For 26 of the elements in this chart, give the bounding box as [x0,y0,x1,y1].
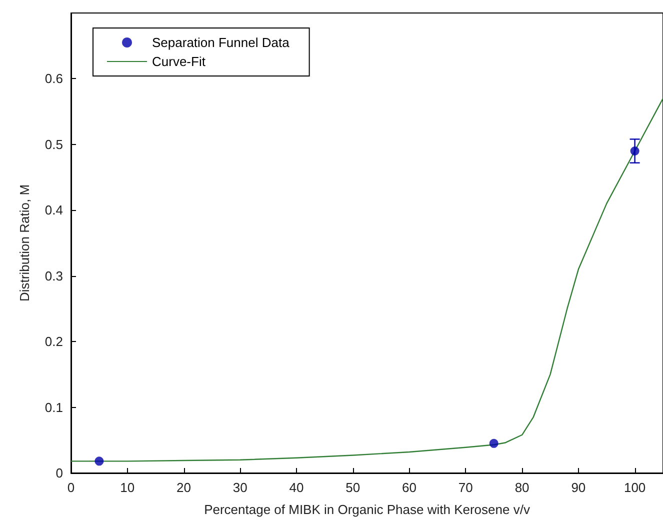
point [630,146,640,156]
x-axis-title: Percentage of MIBK in Organic Phase with Kerosene v/v [204,502,530,517]
y-tick-label: 0.2 [44,334,63,350]
x-tick-label: 60 [402,480,417,495]
legend-label: Separation Funnel Data [152,35,290,50]
y-tick-label: 0 [56,466,63,480]
y-tick-label: 0.6 [44,71,63,86]
x-tick-label: 20 [176,480,191,495]
x-tick-label: 0 [67,480,75,495]
y-axis-title: Distribution Ratio, M [17,184,32,302]
y-tick-label: 0.5 [44,136,63,152]
x-tick-label: 10 [120,480,135,495]
y-tick-label: 0.4 [44,202,63,218]
x-tick-label: 80 [514,480,530,495]
x-tick-label: 70 [458,480,473,495]
x-tick-label: 50 [346,480,360,495]
point [489,438,498,448]
x-tick-label: 30 [232,480,248,495]
x-tick-label: 90 [571,480,586,495]
line-series [70,98,663,462]
point [94,456,104,466]
y-tick-label: 0.1 [44,400,63,415]
x-tick-label: 100 [624,480,646,495]
legend-label: Curve-Fit [152,54,206,69]
x-tick-label: 40 [289,480,304,495]
y-tick-label: 0.3 [44,268,63,284]
